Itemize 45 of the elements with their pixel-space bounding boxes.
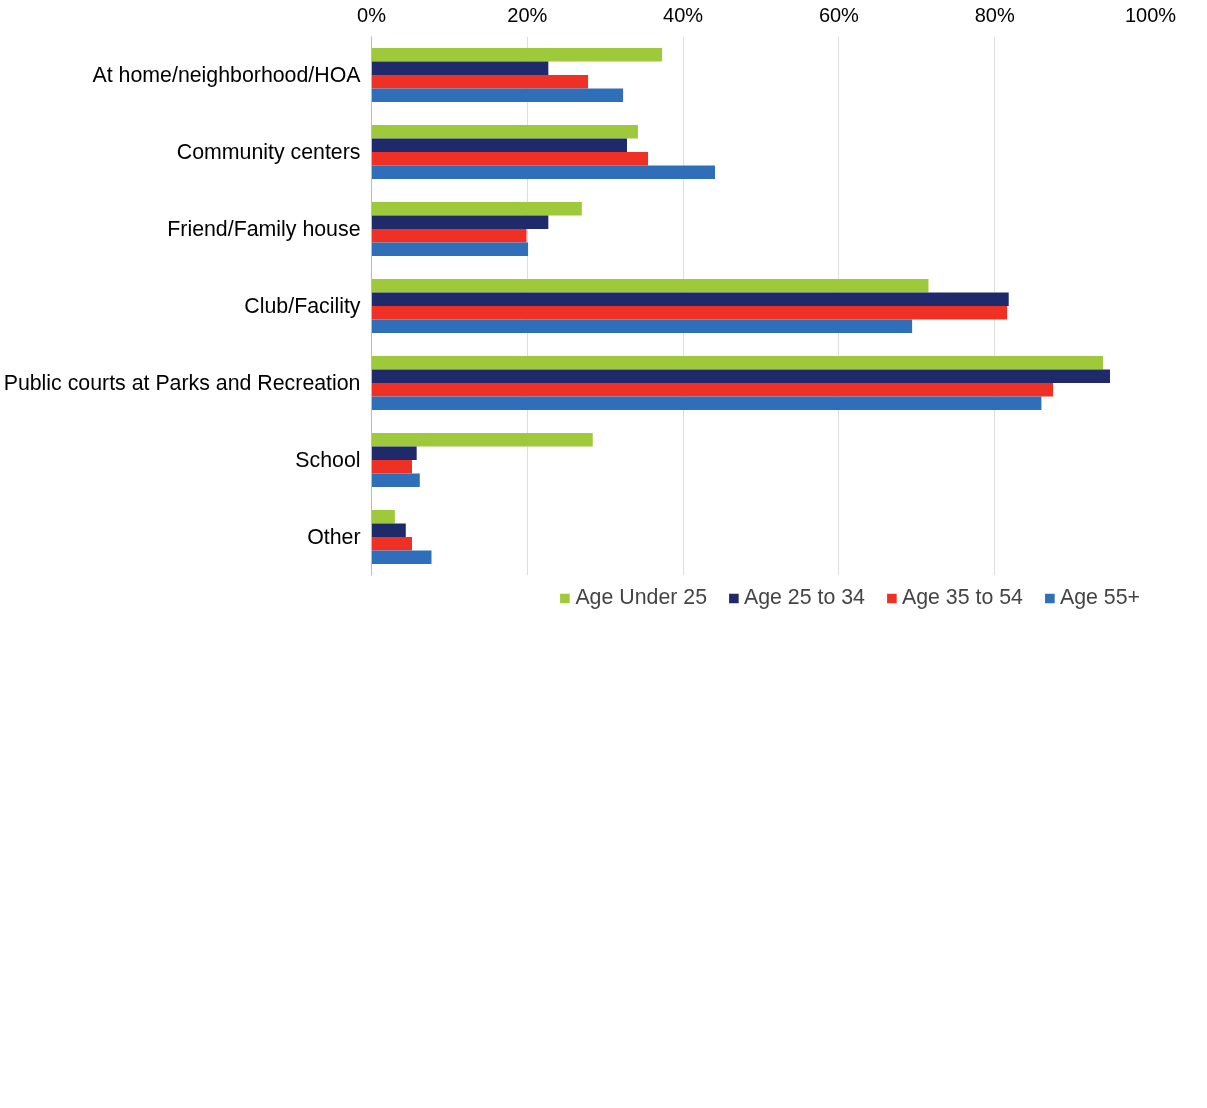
bar (371, 242, 529, 256)
bar (371, 306, 1008, 320)
bar (371, 165, 716, 179)
bar (371, 202, 582, 216)
bar (371, 75, 589, 89)
legend-label: Age 55+ (1059, 585, 1140, 610)
legend-label: Age Under 25 (575, 585, 707, 610)
bar (371, 138, 628, 152)
bar (371, 510, 395, 524)
bar (371, 383, 1054, 397)
x-tick-label: 60% (818, 3, 860, 26)
y-tick-label: At home/neighborhood/HOA (92, 63, 362, 87)
bar (371, 433, 593, 447)
y-tick-label: Other (307, 525, 361, 549)
legend-label: Age 25 to 34 (744, 585, 865, 610)
bar (371, 446, 417, 460)
bar (371, 396, 1042, 410)
bar (371, 48, 663, 62)
bar (371, 61, 549, 75)
bar (371, 473, 420, 487)
bar (371, 460, 413, 474)
x-tick-label: 40% (663, 3, 704, 26)
bar (371, 356, 1103, 370)
bar (371, 523, 406, 537)
x-tick-label: 100% (1124, 3, 1177, 26)
x-tick-label: 0% (357, 3, 387, 26)
bar (371, 279, 929, 293)
y-tick-label: Public courts at Parks and Recreation (3, 371, 361, 395)
x-tick-label: 20% (507, 3, 548, 26)
bar (371, 125, 638, 139)
y-tick-label: Community centers (176, 140, 361, 164)
bar (371, 292, 1009, 306)
bar (371, 369, 1110, 383)
bar (371, 319, 913, 333)
bar (371, 537, 413, 551)
bar (371, 152, 649, 166)
y-tick-label: School (295, 448, 361, 472)
bar (371, 229, 527, 243)
bar (371, 88, 624, 102)
y-tick-label: Club/Facility (244, 294, 361, 318)
y-tick-label: Friend/Family house (167, 217, 361, 241)
legend-label: Age 35 to 54 (901, 585, 1023, 610)
bar (371, 215, 549, 229)
bar (371, 550, 432, 564)
x-tick-label: 80% (974, 3, 1015, 26)
